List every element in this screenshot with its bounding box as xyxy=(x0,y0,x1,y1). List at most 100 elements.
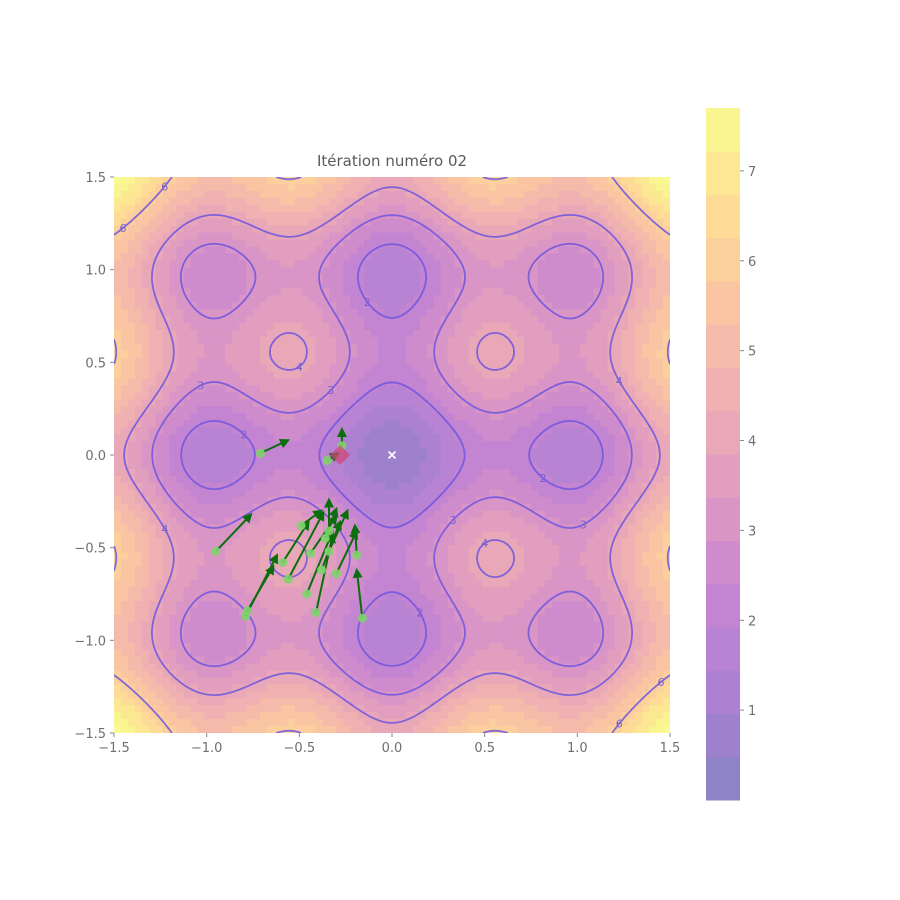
heatmap-cell xyxy=(398,336,407,345)
heatmap-cell xyxy=(280,566,289,574)
heatmap-cell xyxy=(183,482,192,491)
heatmap-cell xyxy=(378,392,386,400)
heatmap-cell xyxy=(197,336,205,345)
heatmap-cell xyxy=(503,350,511,359)
heatmap-cell xyxy=(440,475,449,484)
heatmap-cell xyxy=(364,322,372,331)
heatmap-cell xyxy=(322,246,331,255)
heatmap-cell xyxy=(426,183,435,192)
heatmap-cell xyxy=(433,649,442,658)
heatmap-cell xyxy=(197,573,205,581)
heatmap-cell xyxy=(433,614,442,623)
heatmap-cell xyxy=(190,274,198,282)
heatmap-cell xyxy=(294,628,303,637)
heatmap-cell xyxy=(440,392,449,400)
heatmap-cell xyxy=(385,295,393,303)
heatmap-cell xyxy=(120,267,129,275)
heatmap-cell xyxy=(503,455,511,463)
heatmap-cell xyxy=(392,260,400,268)
heatmap-cell xyxy=(385,621,393,630)
heatmap-cell xyxy=(211,573,219,581)
heatmap-cell xyxy=(134,427,143,435)
heatmap-cell xyxy=(468,357,476,366)
heatmap-cell xyxy=(120,510,129,519)
heatmap-cell xyxy=(301,246,310,255)
heatmap-cell xyxy=(489,239,497,248)
heatmap-cell xyxy=(482,267,490,275)
heatmap-cell xyxy=(280,274,289,282)
heatmap-cell xyxy=(127,552,136,560)
heatmap-cell xyxy=(517,399,525,407)
heatmap-cell xyxy=(517,538,525,546)
heatmap-cell xyxy=(496,691,504,699)
heatmap-cell xyxy=(329,719,337,727)
heatmap-cell xyxy=(183,573,192,581)
heatmap-cell xyxy=(447,712,456,720)
heatmap-cell xyxy=(496,441,504,449)
heatmap-cell xyxy=(461,225,470,234)
heatmap-cell xyxy=(482,663,490,672)
heatmap-cell xyxy=(169,566,178,574)
heatmap-cell xyxy=(475,614,483,623)
heatmap-cell xyxy=(287,357,296,366)
heatmap-cell xyxy=(169,663,178,672)
heatmap-cell xyxy=(343,468,351,477)
heatmap-cell xyxy=(378,420,386,428)
heatmap-cell xyxy=(405,211,414,220)
heatmap-cell xyxy=(357,343,365,352)
heatmap-cell xyxy=(489,594,497,602)
heatmap-cell xyxy=(162,190,171,199)
heatmap-cell xyxy=(329,434,337,442)
heatmap-cell xyxy=(544,232,553,241)
heatmap-cell xyxy=(273,510,282,519)
heatmap-cell xyxy=(308,392,317,400)
heatmap-cell xyxy=(301,190,310,199)
heatmap-cell xyxy=(531,448,539,456)
heatmap-cell xyxy=(385,475,393,484)
heatmap-cell xyxy=(426,503,435,512)
heatmap-cell xyxy=(266,371,275,380)
heatmap-cell xyxy=(357,177,365,185)
heatmap-cell xyxy=(322,475,331,484)
heatmap-cell xyxy=(246,420,254,428)
heatmap-cell xyxy=(148,517,157,526)
heatmap-cell xyxy=(315,343,324,352)
heatmap-cell xyxy=(120,621,129,630)
heatmap-cell xyxy=(503,420,511,428)
heatmap-cell xyxy=(120,496,129,505)
heatmap-cell xyxy=(336,177,344,185)
heatmap-cell xyxy=(273,309,282,317)
heatmap-cell xyxy=(531,204,539,213)
heatmap-cell xyxy=(350,496,358,505)
heatmap-cell xyxy=(482,475,490,484)
heatmap-cell xyxy=(482,726,490,733)
heatmap-cell xyxy=(447,253,456,261)
heatmap-cell xyxy=(162,614,171,623)
heatmap-cell xyxy=(148,406,157,414)
heatmap-cell xyxy=(190,635,198,644)
heatmap-cell xyxy=(190,336,198,345)
heatmap-cell xyxy=(141,482,150,491)
heatmap-cell xyxy=(266,517,275,526)
heatmap-cell xyxy=(169,628,178,637)
heatmap-cell xyxy=(287,642,296,651)
heatmap-cell xyxy=(364,197,372,206)
heatmap-cell xyxy=(197,267,205,275)
heatmap-cell xyxy=(155,524,164,533)
heatmap-cell xyxy=(127,482,136,491)
heatmap-cell xyxy=(447,719,456,727)
heatmap-cell xyxy=(120,580,129,588)
heatmap-cell xyxy=(329,246,337,255)
heatmap-cell xyxy=(134,656,143,665)
heatmap-cell xyxy=(489,496,497,505)
heatmap-cell xyxy=(190,468,198,477)
heatmap-cell xyxy=(287,281,296,289)
heatmap-cell xyxy=(162,594,171,602)
heatmap-cell xyxy=(447,635,456,644)
heatmap-cell xyxy=(225,434,233,442)
heatmap-cell xyxy=(510,461,518,470)
heatmap-cell xyxy=(489,183,497,192)
heatmap-cell xyxy=(246,573,254,581)
heatmap-cell xyxy=(440,225,449,234)
heatmap-cell xyxy=(141,378,150,387)
